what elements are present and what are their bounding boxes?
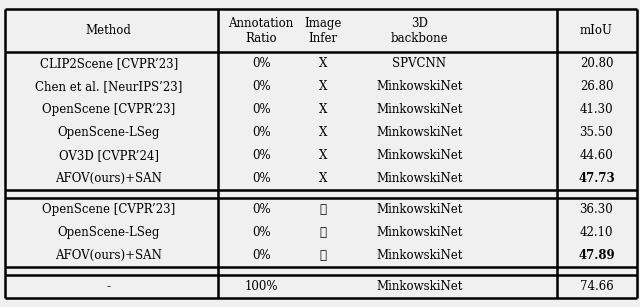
Text: 41.30: 41.30 <box>580 103 613 116</box>
Text: MinkowskiNet: MinkowskiNet <box>376 149 462 162</box>
Text: 44.60: 44.60 <box>580 149 613 162</box>
Text: Chen et al. [NeurIPS’23]: Chen et al. [NeurIPS’23] <box>35 80 182 93</box>
Text: -: - <box>107 280 111 293</box>
Text: 47.73: 47.73 <box>578 172 615 185</box>
Text: MinkowskiNet: MinkowskiNet <box>376 126 462 139</box>
Text: MinkowskiNet: MinkowskiNet <box>376 280 462 293</box>
Text: OpenScene [CVPR’23]: OpenScene [CVPR’23] <box>42 103 175 116</box>
Text: 42.10: 42.10 <box>580 226 613 239</box>
Text: SPVCNN: SPVCNN <box>392 57 446 70</box>
Text: 3D
backbone: 3D backbone <box>390 17 448 45</box>
Text: ✓: ✓ <box>320 203 326 216</box>
Text: Annotation
Ratio: Annotation Ratio <box>228 17 294 45</box>
Text: 0%: 0% <box>252 203 271 216</box>
Text: OV3D [CVPR’24]: OV3D [CVPR’24] <box>59 149 159 162</box>
Text: AFOV(ours)+SAN: AFOV(ours)+SAN <box>56 172 162 185</box>
Text: CLIP2Scene [CVPR’23]: CLIP2Scene [CVPR’23] <box>40 57 178 70</box>
Text: MinkowskiNet: MinkowskiNet <box>376 80 462 93</box>
Text: AFOV(ours)+SAN: AFOV(ours)+SAN <box>56 249 162 262</box>
Text: 0%: 0% <box>252 80 271 93</box>
Text: 36.30: 36.30 <box>580 203 613 216</box>
Text: MinkowskiNet: MinkowskiNet <box>376 103 462 116</box>
Text: 20.80: 20.80 <box>580 57 613 70</box>
Text: MinkowskiNet: MinkowskiNet <box>376 249 462 262</box>
Text: 0%: 0% <box>252 172 271 185</box>
Text: 100%: 100% <box>244 280 278 293</box>
Text: MinkowskiNet: MinkowskiNet <box>376 203 462 216</box>
Text: X: X <box>319 172 328 185</box>
Text: X: X <box>319 149 328 162</box>
Text: 74.66: 74.66 <box>580 280 613 293</box>
Text: 0%: 0% <box>252 103 271 116</box>
Text: OpenScene [CVPR’23]: OpenScene [CVPR’23] <box>42 203 175 216</box>
Text: 35.50: 35.50 <box>580 126 613 139</box>
Text: mIoU: mIoU <box>580 24 613 37</box>
Text: 0%: 0% <box>252 249 271 262</box>
Text: ✓: ✓ <box>320 226 326 239</box>
Text: OpenScene-LSeg: OpenScene-LSeg <box>58 126 160 139</box>
Text: X: X <box>319 57 328 70</box>
Text: X: X <box>319 103 328 116</box>
Text: Image
Infer: Image Infer <box>305 17 342 45</box>
Text: Method: Method <box>86 24 132 37</box>
Text: 47.89: 47.89 <box>578 249 615 262</box>
Text: X: X <box>319 126 328 139</box>
Text: MinkowskiNet: MinkowskiNet <box>376 226 462 239</box>
Text: 0%: 0% <box>252 57 271 70</box>
Text: 0%: 0% <box>252 149 271 162</box>
Text: 0%: 0% <box>252 226 271 239</box>
Text: OpenScene-LSeg: OpenScene-LSeg <box>58 226 160 239</box>
Text: MinkowskiNet: MinkowskiNet <box>376 172 462 185</box>
Text: X: X <box>319 80 328 93</box>
Text: 0%: 0% <box>252 126 271 139</box>
Text: ✓: ✓ <box>320 249 326 262</box>
Text: 26.80: 26.80 <box>580 80 613 93</box>
